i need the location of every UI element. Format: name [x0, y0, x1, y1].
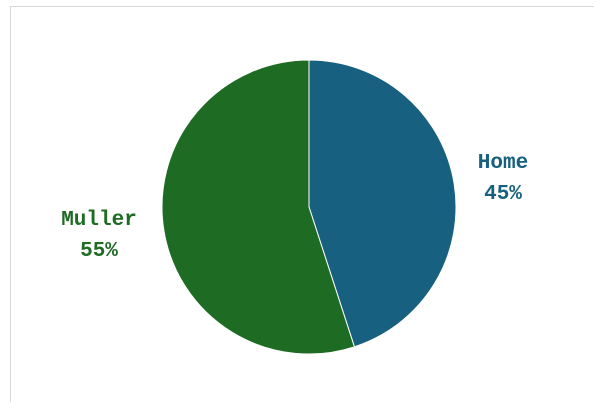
- pie-slices: [161, 59, 457, 355]
- slice-value-home: 45%: [484, 183, 522, 206]
- chart-frame: [10, 6, 594, 402]
- pie-slice-home: [308, 59, 457, 348]
- slice-label-muller: Muller: [61, 209, 137, 232]
- slice-value-muller: 55%: [80, 240, 118, 263]
- pie-slice-muller: [161, 59, 356, 355]
- slice-label-home: Home: [478, 152, 528, 175]
